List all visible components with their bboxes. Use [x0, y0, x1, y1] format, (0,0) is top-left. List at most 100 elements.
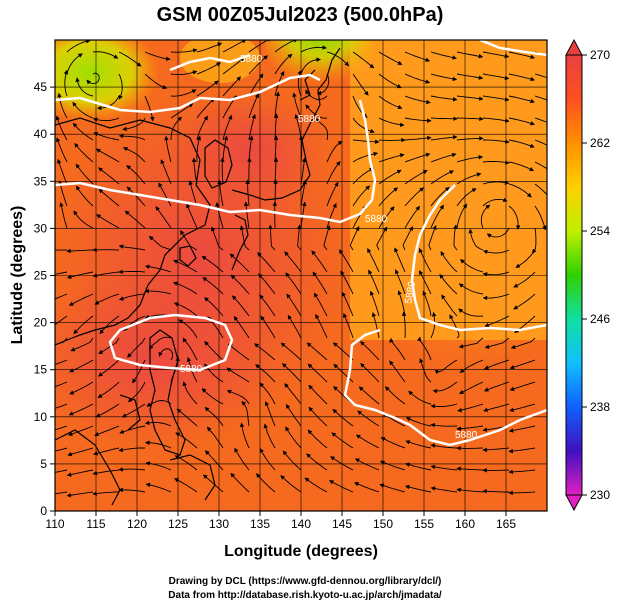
streamline — [367, 248, 380, 273]
streamline — [96, 214, 120, 229]
streamline — [378, 169, 402, 185]
streamline — [231, 295, 250, 317]
streamline — [441, 294, 458, 317]
streamline — [484, 337, 510, 349]
streamline — [148, 336, 172, 350]
streamline — [248, 73, 264, 97]
streamline — [127, 381, 146, 403]
streamline — [122, 117, 146, 132]
streamline — [118, 244, 146, 251]
streamline — [96, 95, 120, 111]
streamline — [146, 400, 172, 407]
streamline — [206, 426, 224, 449]
streamline — [456, 425, 484, 431]
x-tick-label: 120 — [127, 517, 147, 531]
streamline — [118, 467, 146, 472]
streamline — [300, 45, 327, 53]
streamline — [508, 205, 521, 230]
streamline — [280, 342, 302, 361]
streamline — [263, 423, 276, 449]
streamline — [357, 410, 380, 427]
streamline — [349, 226, 360, 251]
streamline — [257, 252, 276, 273]
colorbar-tick-label: 270 — [590, 48, 610, 62]
streamline — [354, 458, 380, 471]
streamline — [57, 158, 68, 185]
y-tick-label: 30 — [34, 221, 48, 235]
streamline — [274, 40, 299, 53]
streamline — [287, 314, 302, 339]
streamline — [99, 315, 120, 335]
streamline — [360, 362, 380, 383]
streamline — [456, 203, 468, 229]
streamline — [456, 116, 484, 122]
streamline — [452, 224, 458, 251]
streamline — [430, 486, 458, 493]
streamline — [326, 203, 337, 229]
streamline — [352, 73, 369, 96]
streamline — [215, 202, 224, 229]
streamline — [430, 152, 457, 163]
contour-line — [55, 73, 321, 114]
streamline — [144, 73, 168, 90]
streamline — [307, 429, 328, 449]
x-tick-label: 110 — [45, 517, 64, 531]
streamline — [217, 179, 224, 207]
streamline — [305, 104, 328, 119]
streamline — [220, 157, 225, 185]
streamline — [234, 447, 250, 471]
streamline — [482, 271, 510, 277]
streamline — [73, 315, 94, 335]
streamline — [482, 73, 510, 81]
streamline — [384, 386, 406, 405]
x-axis-ticks: 110 115 120 125 130 135 140 145 150 155 160 165 — [45, 511, 516, 531]
streamline — [196, 135, 202, 163]
streamline — [508, 469, 536, 475]
streamline — [160, 159, 172, 185]
streamline — [239, 225, 250, 251]
streamline — [98, 188, 120, 207]
streamline — [72, 122, 94, 141]
x-tick-label: 125 — [168, 517, 188, 531]
x-tick-label: 135 — [250, 517, 270, 531]
streamline — [258, 273, 276, 295]
x-tick-label: 140 — [291, 517, 311, 531]
streamline — [508, 447, 536, 454]
streamline — [186, 203, 198, 229]
streamline — [482, 249, 510, 255]
streamline — [94, 293, 120, 305]
streamline — [118, 269, 146, 275]
streamline — [97, 359, 120, 377]
streamline — [430, 186, 450, 207]
streamline — [158, 348, 174, 361]
streamline — [508, 425, 536, 433]
streamline — [482, 180, 510, 185]
streamline — [300, 57, 322, 75]
streamline — [404, 205, 420, 229]
streamline — [118, 293, 146, 301]
streamline — [456, 172, 482, 185]
streamline — [191, 157, 198, 185]
streamline — [69, 381, 94, 395]
contour-line — [343, 328, 547, 447]
streamline — [74, 142, 94, 163]
streamline — [430, 95, 458, 102]
streamline — [72, 101, 94, 119]
colorbar-min-triangle — [565, 494, 583, 512]
streamline — [274, 53, 293, 75]
streamline — [316, 73, 330, 96]
streamline — [299, 135, 304, 163]
streamline — [55, 115, 68, 141]
streamline — [202, 474, 224, 493]
streamline — [509, 381, 536, 391]
streamline — [456, 188, 477, 207]
streamline — [259, 294, 276, 317]
streamline — [204, 450, 224, 471]
streamline — [229, 253, 250, 273]
streamline — [306, 453, 328, 471]
streamline — [440, 250, 458, 273]
streamline — [378, 137, 406, 143]
streamline — [352, 51, 375, 69]
streamline — [508, 183, 532, 198]
streamline — [204, 406, 224, 427]
